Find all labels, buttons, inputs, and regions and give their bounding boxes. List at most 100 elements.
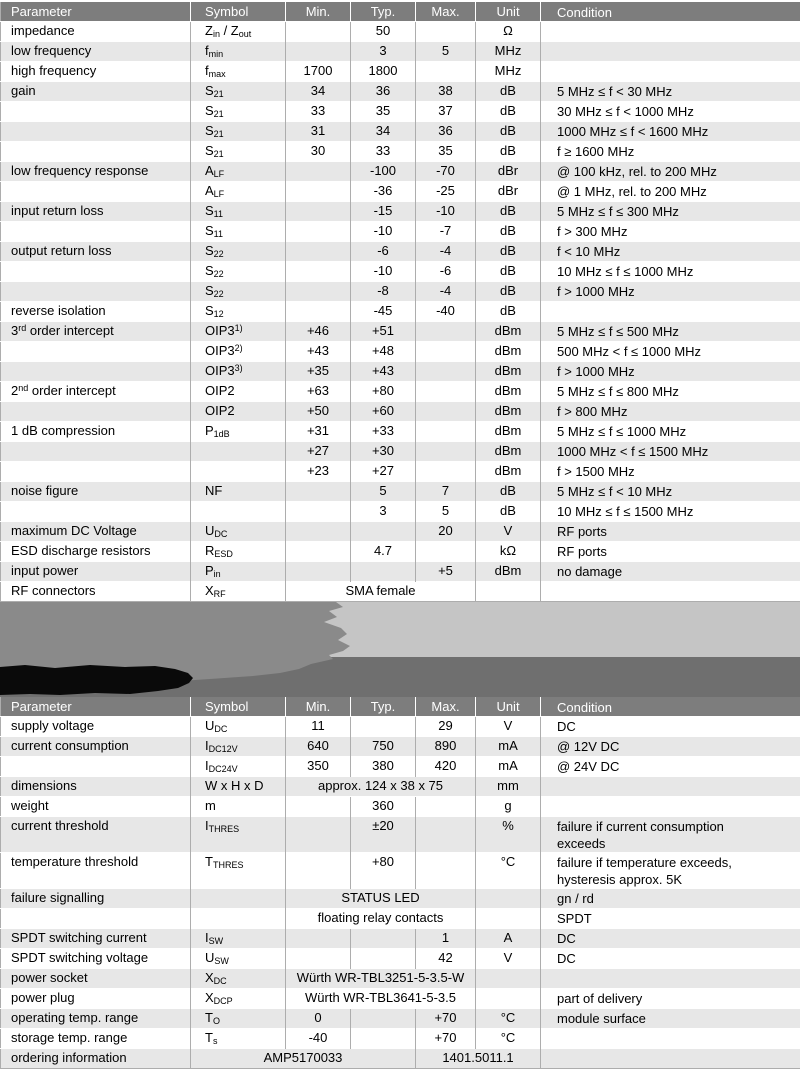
cell: reverse isolation — [1, 302, 191, 322]
cell: ordering information — [1, 1049, 191, 1069]
cell: P1dB — [191, 422, 286, 442]
cell: high frequency — [1, 62, 191, 82]
cell: S22 — [191, 262, 286, 282]
cell: f ≥ 1600 MHz — [541, 142, 800, 162]
cell — [416, 422, 476, 442]
cell: +31 — [286, 422, 351, 442]
cell: @ 1 MHz, rel. to 200 MHz — [541, 182, 800, 202]
cell: dBm — [476, 322, 541, 342]
cell: OIP2 — [191, 402, 286, 422]
cell: +43 — [286, 342, 351, 362]
cell — [541, 1049, 800, 1069]
redacted-image-area — [0, 602, 800, 697]
cell — [541, 582, 800, 602]
cell — [541, 42, 800, 62]
cell — [1, 342, 191, 362]
cell: dB — [476, 282, 541, 302]
cell: 1700 — [286, 62, 351, 82]
cell: -70 — [416, 162, 476, 182]
cell: OIP32) — [191, 342, 286, 362]
cell: dBm — [476, 462, 541, 482]
cell: dB — [476, 82, 541, 102]
cell: ALF — [191, 182, 286, 202]
cell — [541, 62, 800, 82]
cell — [416, 442, 476, 462]
cell: m — [191, 797, 286, 817]
cell: XDCP — [191, 989, 286, 1009]
cell: temperature threshold — [1, 853, 191, 889]
cell — [286, 949, 351, 969]
cell: 35 — [351, 102, 416, 122]
column-header: Symbol — [191, 2, 286, 22]
cell: SMA female — [286, 582, 476, 602]
cell — [351, 1029, 416, 1049]
cell: A — [476, 929, 541, 949]
cell: 750 — [351, 737, 416, 757]
cell: V — [476, 717, 541, 737]
cell: °C — [476, 1029, 541, 1049]
cell: low frequency response — [1, 162, 191, 182]
cell: ISW — [191, 929, 286, 949]
cell: power socket — [1, 969, 191, 989]
cell: IDC12V — [191, 737, 286, 757]
cell — [286, 929, 351, 949]
cell: no damage — [541, 562, 800, 582]
cell: 10 MHz ≤ f ≤ 1500 MHz — [541, 502, 800, 522]
cell: -4 — [416, 282, 476, 302]
cell — [286, 817, 351, 853]
cell: 10 MHz ≤ f ≤ 1000 MHz — [541, 262, 800, 282]
cell: f > 300 MHz — [541, 222, 800, 242]
cell: mm — [476, 777, 541, 797]
cell: failure if current consumption exceeds — [541, 817, 800, 853]
cell — [191, 889, 286, 909]
cell: +23 — [286, 462, 351, 482]
cell: -10 — [351, 222, 416, 242]
cell: 3 — [351, 502, 416, 522]
cell: MHz — [476, 42, 541, 62]
cell — [351, 949, 416, 969]
cell: -10 — [416, 202, 476, 222]
cell: SPDT switching current — [1, 929, 191, 949]
cell: dBm — [476, 562, 541, 582]
cell: +70 — [416, 1009, 476, 1029]
cell: 33 — [351, 142, 416, 162]
cell: input power — [1, 562, 191, 582]
cell — [286, 562, 351, 582]
column-header: Max. — [416, 2, 476, 22]
cell — [191, 909, 286, 929]
cell: 31 — [286, 122, 351, 142]
cell: dBr — [476, 182, 541, 202]
cell: 5 MHz ≤ f < 10 MHz — [541, 482, 800, 502]
cell: +80 — [351, 853, 416, 889]
cell — [286, 242, 351, 262]
cell — [1, 102, 191, 122]
cell: dB — [476, 222, 541, 242]
column-header: Min. — [286, 697, 351, 717]
column-header: Min. — [286, 2, 351, 22]
cell — [1, 222, 191, 242]
cell — [351, 562, 416, 582]
cell — [541, 969, 800, 989]
cell — [416, 853, 476, 889]
cell: S21 — [191, 82, 286, 102]
cell: maximum DC Voltage — [1, 522, 191, 542]
cell: ESD discharge resistors — [1, 542, 191, 562]
cell: 5 — [416, 502, 476, 522]
cell: failure signalling — [1, 889, 191, 909]
cell: 420 — [416, 757, 476, 777]
cell — [476, 582, 541, 602]
cell: RF connectors — [1, 582, 191, 602]
cell: current consumption — [1, 737, 191, 757]
